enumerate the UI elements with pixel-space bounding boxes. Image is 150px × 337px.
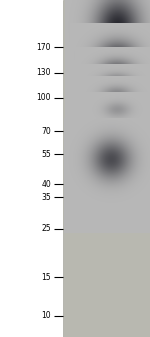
Text: 170: 170: [36, 43, 51, 52]
Text: 15: 15: [41, 273, 51, 282]
Text: 35: 35: [41, 193, 51, 202]
Bar: [63, 0, 150, 337]
Text: 130: 130: [36, 68, 51, 77]
Text: 10: 10: [41, 311, 51, 320]
Text: 55: 55: [41, 150, 51, 159]
Text: 25: 25: [41, 224, 51, 234]
Text: 70: 70: [41, 127, 51, 136]
Text: 40: 40: [41, 180, 51, 189]
Text: 100: 100: [36, 93, 51, 102]
